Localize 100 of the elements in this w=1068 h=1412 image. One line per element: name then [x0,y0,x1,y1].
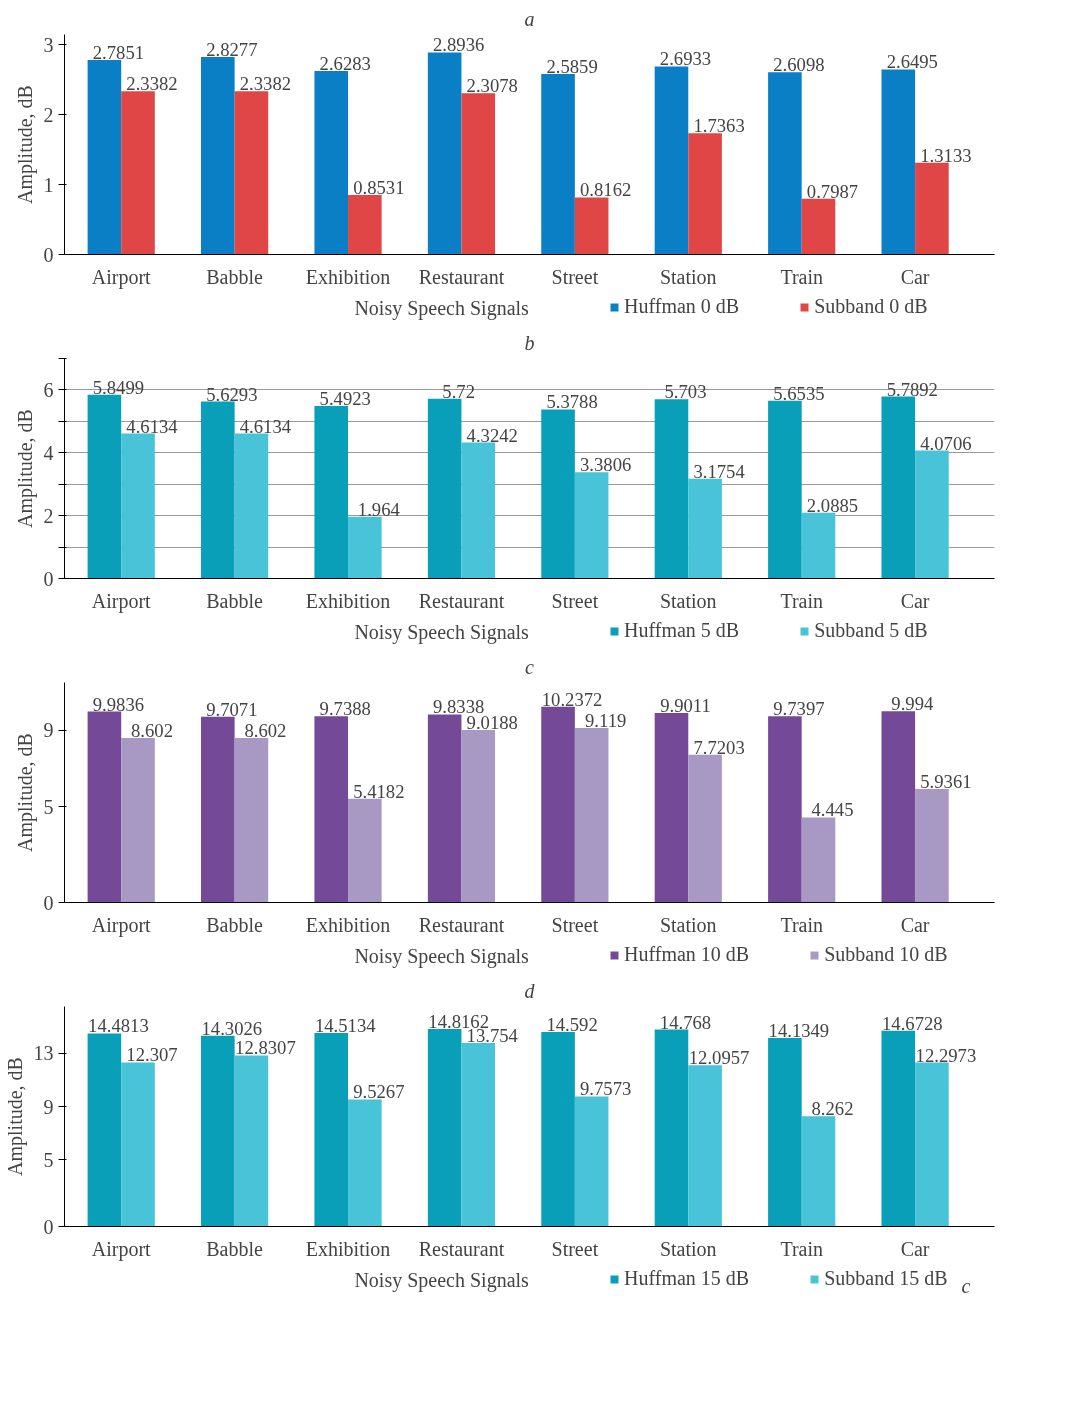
x-axis-title: Noisy Speech Signals [354,1268,530,1292]
y-tick-label: 1 [43,173,54,196]
bar [87,394,122,579]
data-label: 8.602 [131,719,174,741]
data-label: 14.592 [546,1013,598,1035]
bar [121,1062,155,1227]
data-label: 1.964 [357,498,401,520]
bar [541,73,575,255]
data-label: 0.8162 [580,179,632,201]
data-label: 2.8277 [206,39,258,61]
data-label: 8.602 [244,719,287,741]
y-tick-label: 3 [43,33,54,56]
bar [688,478,722,579]
bar [87,1033,122,1227]
x-tick-label: Station [659,1237,717,1260]
bar [768,1038,802,1227]
bar [801,198,836,255]
bar [801,1116,836,1227]
data-label: 2.6933 [659,48,712,70]
x-tick-label: Exhibition [305,1237,391,1260]
x-axis-title: Noisy Speech Signals [354,944,530,968]
bar [801,817,836,903]
bar [768,400,802,579]
data-label: 8.262 [811,1098,854,1120]
bar [915,788,949,903]
x-tick-label: Car [900,265,930,288]
bar [234,1055,269,1227]
data-label: 4.6134 [239,415,292,437]
data-label: 4.3242 [466,424,518,446]
bar [314,70,349,255]
bar [915,162,949,255]
bar [654,1029,689,1227]
bar [541,706,575,903]
data-label: 2.8936 [433,34,485,56]
data-label: 12.0957 [688,1047,750,1069]
x-tick-label: Exhibition [305,589,391,612]
y-tick-label: 6 [43,378,54,401]
y-tick-label: 2 [43,504,54,527]
bar [881,1030,916,1227]
x-tick-label: Train [780,589,823,612]
bar [427,1028,462,1227]
data-label: 5.72 [442,380,475,402]
data-label: 5.9361 [920,770,972,792]
chart-title: d [524,979,536,1002]
bar [201,401,235,579]
data-label: 0.7987 [806,180,859,202]
chart-title: b [524,331,535,354]
data-label: 4.0706 [920,432,972,454]
x-tick-label: Exhibition [305,913,391,936]
x-tick-label: Station [659,265,717,288]
data-label: 5.703 [664,381,707,403]
bar [201,1035,235,1227]
data-label: 0.8531 [353,176,405,198]
x-tick-label: Street [551,1237,599,1260]
x-axis-title: Noisy Speech Signals [354,296,530,320]
x-tick-label: Street [551,589,599,612]
text: c [961,1274,971,1297]
legend-label: Subband 0 dB [814,295,928,318]
data-label: 5.6293 [206,383,258,405]
legend-label: Subband 10 dB [824,943,948,966]
bar [87,59,122,255]
data-label: 12.2973 [915,1044,977,1066]
x-axis-title: Noisy Speech Signals [354,620,530,644]
data-label: 14.1349 [768,1020,830,1042]
bar [234,737,269,903]
bar [574,1096,609,1227]
data-label: 2.7851 [92,41,145,63]
x-tick-label: Babble [206,1237,264,1260]
x-tick-label: Train [780,265,823,288]
bar [654,399,689,579]
x-tick-label: Street [551,265,599,288]
x-tick-label: Station [659,589,717,612]
data-label: 2.6098 [773,54,825,76]
bar [314,716,349,903]
bar [314,405,349,579]
y-tick-label: 0 [43,891,54,914]
data-label: 5.4923 [319,387,371,409]
data-label: 9.7071 [206,698,258,720]
bar [461,442,496,579]
x-tick-label: Street [551,913,599,936]
y-tick-label: 0 [43,243,54,266]
x-tick-label: Exhibition [305,265,391,288]
bar [801,512,836,579]
bar [915,450,949,579]
x-tick-label: Airport [91,265,152,289]
bar [87,711,122,903]
x-tick-label: Babble [206,589,264,612]
bar [574,472,609,579]
legend-label: Subband 15 dB [824,1267,948,1290]
y-axis-title: Amplitude, dB [13,733,37,852]
bar [768,72,802,255]
data-label: 12.307 [126,1044,178,1066]
x-tick-label: Babble [206,913,264,936]
data-label: 5.3788 [546,391,598,413]
chart-title: c [525,655,535,678]
bar [915,1062,949,1227]
data-label: 2.6495 [886,51,938,73]
bar [348,194,382,255]
data-label: 14.3026 [201,1017,263,1039]
bar [201,57,235,255]
